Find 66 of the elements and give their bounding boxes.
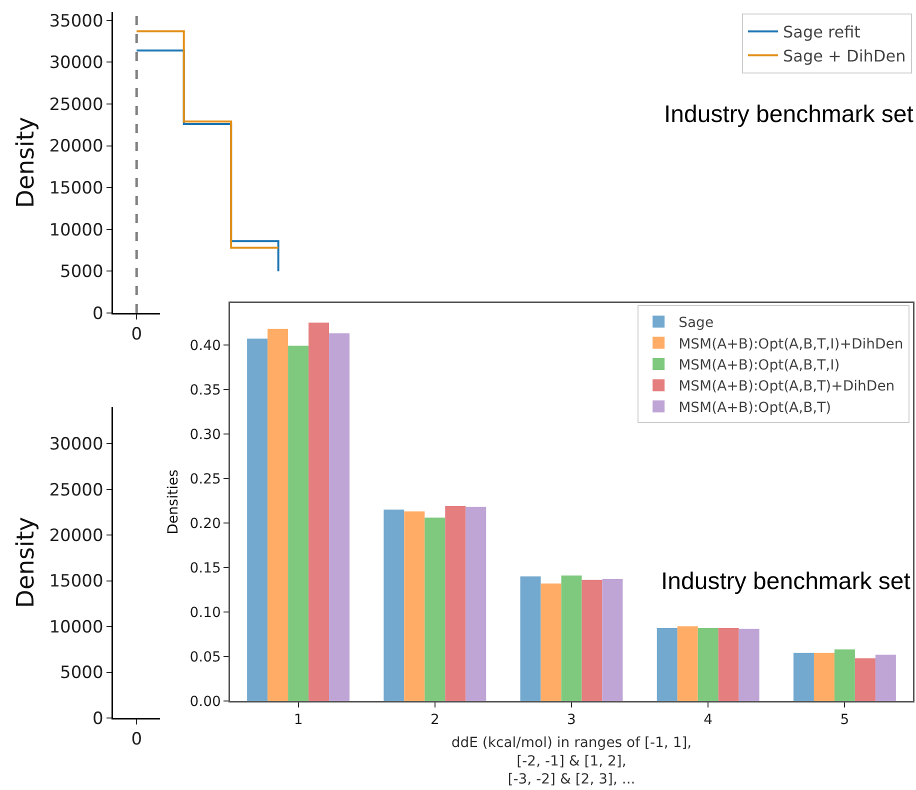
x-tick-label: 1 [294,712,303,728]
legend-label: Sage [678,315,714,332]
bar [445,506,466,701]
bar [308,322,330,701]
bar [329,333,350,701]
bar [875,654,896,701]
x-axis-title: ddE (kcal/mol) in ranges of [-1, 1], [-2, -1] & [1, 2], [-3, -2] & [2, 3], ... [451,735,692,788]
y-tick-label: 20000 [49,136,104,157]
bar [738,628,760,701]
y-tick-label: 0 [92,304,104,324]
x-tick-label: 5 [840,712,850,728]
bar [602,579,623,701]
y-tick-label: 5000 [60,663,104,684]
bar [582,580,602,701]
bar [793,652,814,701]
y-tick-label: 25000 [49,480,104,500]
bar [677,626,698,701]
bar [466,506,486,701]
y-tick-label: 30000 [49,53,104,74]
bar [540,583,562,701]
bar [561,575,582,701]
legend-label: MSM(A+B):Opt(A,B,T,I) [678,357,840,374]
y-tick-label: 20000 [49,526,104,546]
bar [288,346,309,701]
bar [656,628,678,701]
bar [698,628,718,701]
legend-label: MSM(A+B):Opt(A,B,T,I)+DihDen [678,336,904,352]
bar [247,338,268,701]
legend-label: Sage refit [782,22,860,42]
legend-label: MSM(A+B):Opt(A,B,T)+DihDen [678,378,895,395]
y-axis-title: Densities [165,470,182,534]
bar [718,628,739,701]
bar [814,652,834,701]
x-tick-label: 2 [430,712,440,728]
bar [834,649,855,701]
annotation: Industry benchmark set [661,568,911,595]
bar [520,576,541,701]
x-tick-label: 4 [704,712,713,728]
x-tick-label: 3 [567,712,576,728]
y-tick-label: 0.00 [190,694,221,710]
y-tick-label: 10000 [49,617,104,638]
y-tick-label: 0.40 [190,338,221,354]
legend-label: Sage + DihDen [782,46,906,66]
y-tick-label: 0.25 [190,471,221,488]
bar [404,511,425,701]
y-tick-label: 0.20 [190,516,221,532]
y-tick-label: 0.05 [190,649,221,666]
y-tick-label: 35000 [49,11,104,32]
y-tick-label: 0.15 [190,560,221,576]
y-tick-label: 0.35 [190,382,221,398]
y-tick-label: 15000 [49,178,104,199]
y-tick-label: 5000 [60,262,104,282]
bar [268,328,288,701]
bar [424,518,446,701]
y-axis-title: Density [11,116,40,208]
y-tick-label: 0.10 [190,604,221,621]
bar [384,510,404,701]
y-tick-label: 10000 [49,220,104,240]
y-tick-label: 25000 [49,94,104,115]
y-tick-label: 0.30 [190,426,221,443]
y-axis-title: Density [11,516,40,608]
y-tick-label: 30000 [49,434,104,455]
y-tick-label: 15000 [49,572,104,592]
annotation: Industry benchmark set [664,101,914,128]
legend-label: MSM(A+B):Opt(A,B,T) [678,400,832,416]
bar [854,658,876,701]
